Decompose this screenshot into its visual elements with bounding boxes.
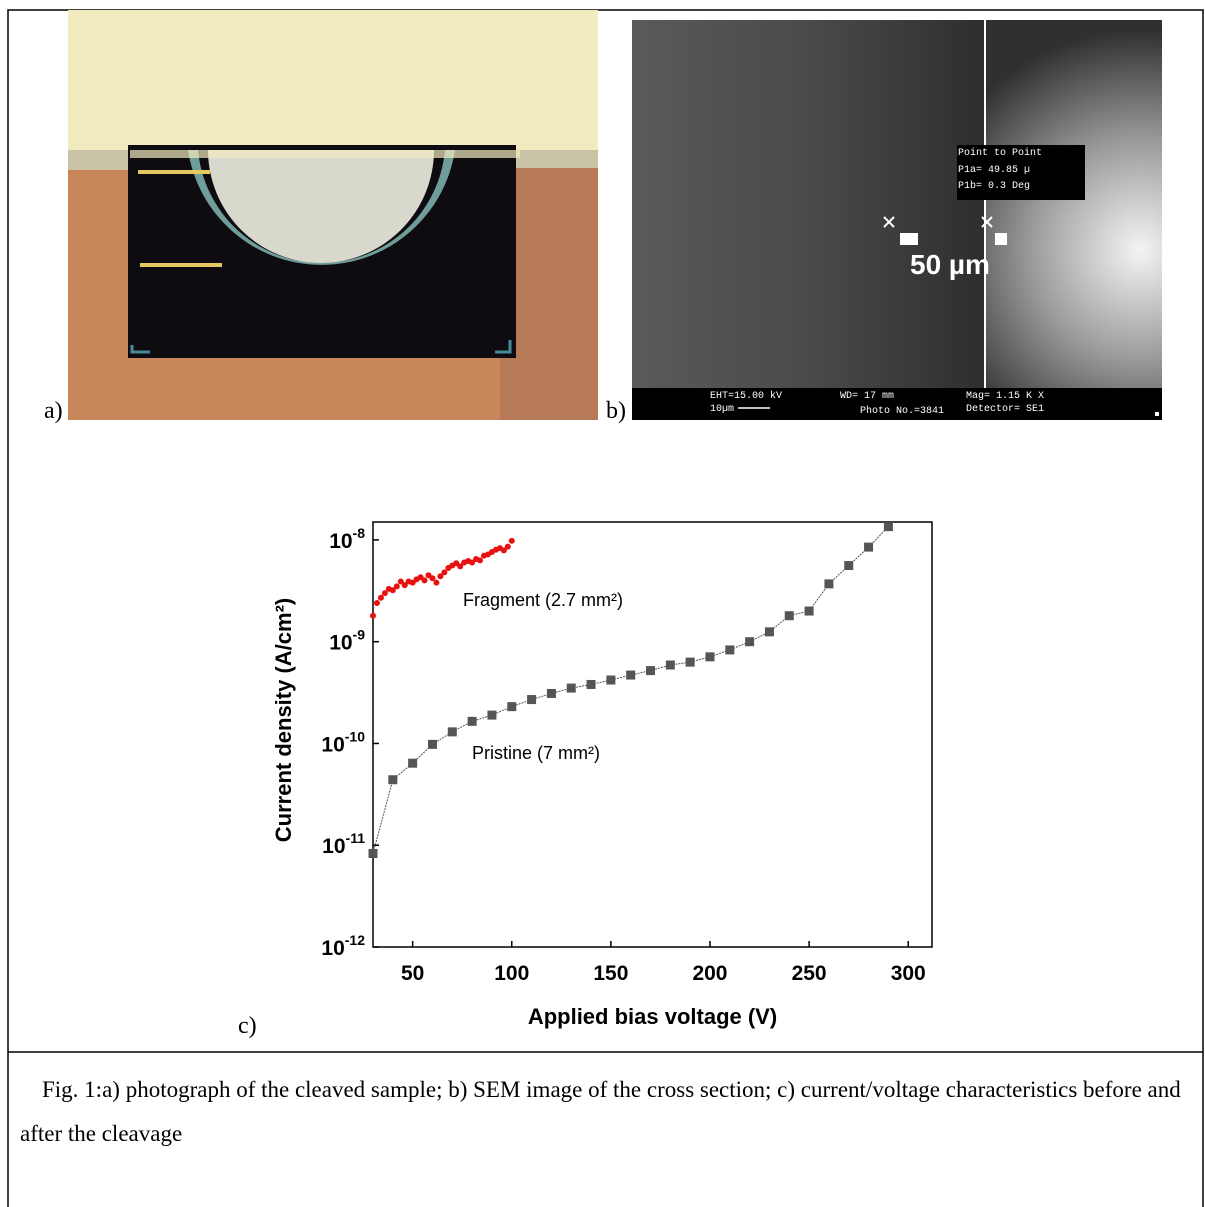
marker [527,695,537,705]
x-tick-label: 100 [494,962,529,985]
photo [68,10,598,420]
y-tick-base: 10 [329,632,352,655]
x-tick-label: 50 [401,962,424,985]
sem-footer: 10µm [710,404,734,415]
y-tick-exponent: -12 [345,932,365,948]
marker [397,578,404,585]
y-tick-base: 10 [321,937,344,960]
marker [429,575,436,582]
y-tick-label: 10-8 [329,525,365,553]
marker [844,561,854,571]
y-axis-title: Current density (A/cm²) [271,598,296,842]
marker [421,577,428,584]
marker [401,582,408,589]
marker [586,679,596,689]
marker [389,587,396,594]
marker [427,739,437,749]
chart: 50 100 150 200 250 30010-1210-1110-1010-910-8… [271,521,933,1029]
marker [705,652,715,662]
marker [370,612,376,619]
sem-footer: Detector= SE1 [966,404,1044,415]
y-tick-label: 10-10 [321,728,365,756]
series-line [372,526,889,854]
marker [508,537,515,544]
caption: Fig. 1:a) photograph of the cleaved samp… [20,1077,1181,1146]
marker [646,666,656,676]
x-tick-label: 250 [792,962,827,985]
marker [504,543,511,550]
x-axis-title: Applied bias voltage (V) [528,1004,777,1029]
y-tick-exponent: -10 [345,728,365,744]
marker [864,542,874,552]
marker [685,657,695,667]
marker [377,594,384,601]
sem-box-line: P1b= 0.3 Deg [958,180,1030,192]
sem-footer: Photo No.=3841 [860,405,944,417]
marker [665,660,675,670]
marker [883,522,893,532]
y-tick-exponent: -9 [353,627,366,643]
marker [408,758,418,768]
sem-footer: WD= 17 mm [840,391,894,402]
marker [469,559,476,566]
sem-box-line: Point to Point [958,147,1042,159]
y-tick-exponent: -8 [353,525,366,541]
y-tick-label: 10-9 [329,627,365,655]
marker [457,563,464,570]
marker [467,716,477,726]
marker [764,627,774,637]
marker [409,579,416,586]
panel-label: a) [44,398,63,424]
sem-scale-text: 50 µm [910,249,990,280]
y-tick-base: 10 [329,530,352,553]
panel-label: c) [238,1013,257,1039]
marker [606,675,616,685]
x-tick-label: 300 [891,962,926,985]
marker [388,775,398,785]
marker [433,579,440,586]
x-tick-label: 150 [593,962,628,985]
marker [626,670,636,680]
annotation: Pristine (7 mm²) [472,743,600,763]
y-tick-base: 10 [322,835,345,858]
y-tick-label: 10-12 [321,932,365,960]
marker [393,583,400,590]
marker [566,683,576,693]
marker [447,727,457,737]
marker [437,573,444,580]
x-tick-label: 200 [692,962,727,985]
marker [441,569,448,576]
y-tick-label: 10-11 [322,830,365,858]
plot-frame [372,521,933,948]
marker [784,611,794,621]
marker [824,579,834,589]
sem-box-line: P1a= 49.85 µ [958,165,1030,176]
marker [507,702,517,712]
marker [500,547,507,554]
sem-image [632,20,1162,420]
panel-label: b) [606,398,626,424]
marker [546,688,556,698]
frame [7,9,1204,1207]
marker [368,848,378,858]
y-tick-exponent: -11 [346,830,366,846]
marker [373,599,380,606]
sem-footer: Mag= 1.15 K X [966,391,1044,402]
marker [477,557,484,564]
y-tick-base: 10 [321,733,344,756]
marker [381,590,388,597]
marker [487,710,497,720]
marker [804,606,814,616]
marker [745,637,755,647]
sem-footer: EHT=15.00 kV [710,390,782,402]
annotation: Fragment (2.7 mm²) [463,590,623,610]
marker [725,645,735,655]
